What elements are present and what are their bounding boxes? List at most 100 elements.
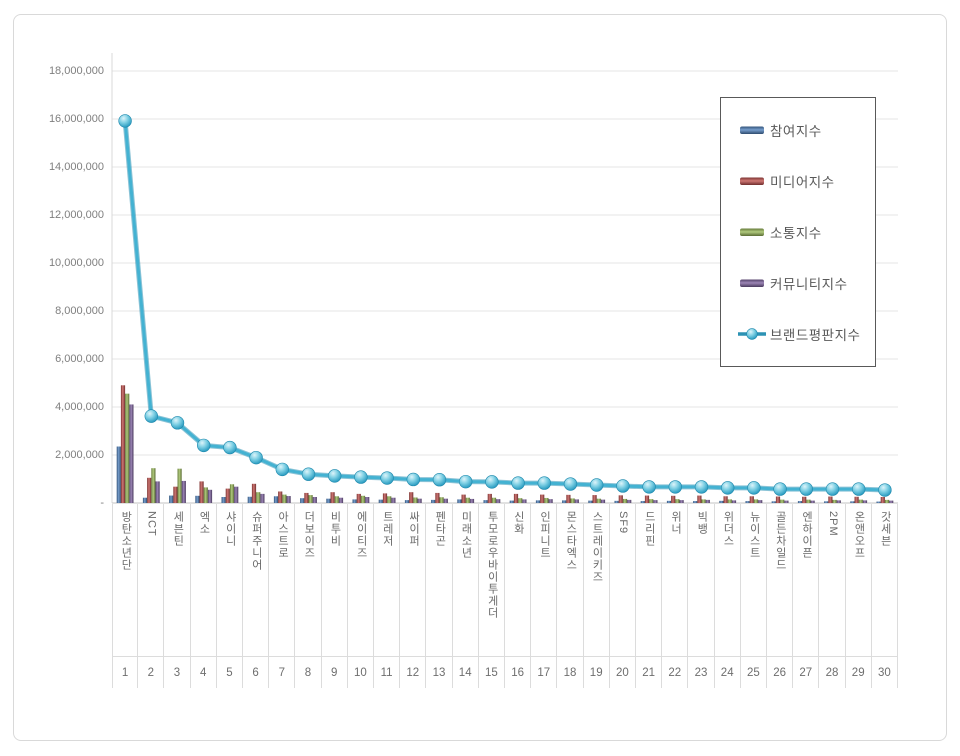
bar-participation: [562, 500, 567, 503]
y-tick-label: 14,000,000: [48, 161, 104, 173]
category-label-cell: 뉴이스트: [740, 504, 767, 657]
bar-community: [600, 499, 606, 503]
bar-participation: [614, 500, 619, 503]
brand-marker: [747, 481, 761, 495]
bar-community: [758, 500, 763, 503]
rank-label: 8: [295, 657, 322, 688]
bar-community: [731, 500, 737, 503]
category-label-cell: 비투비: [321, 504, 348, 657]
bar-communication: [151, 468, 156, 503]
category-label: 드리핀: [643, 511, 656, 547]
bar-media: [487, 493, 492, 503]
bar-participation: [247, 496, 252, 503]
category-label: 인피니트: [538, 511, 551, 559]
bar-communication: [727, 499, 732, 503]
bar-participation: [352, 499, 357, 503]
category-label-cell: 방탄소년단: [112, 504, 139, 657]
category-label: 몬스타엑스: [564, 511, 577, 571]
bar-media: [749, 496, 754, 503]
y-tick-label: 6,000,000: [55, 353, 104, 365]
rank-label: 21: [636, 657, 663, 688]
bar-participation: [195, 495, 200, 503]
legend-item-community: 커뮤니티지수: [737, 273, 875, 293]
bar-participation: [457, 499, 462, 503]
bar-media: [199, 481, 204, 503]
legend-label: 참여지수: [770, 123, 822, 139]
category-label: NCT: [145, 511, 158, 537]
legend-box: 참여지수 미디어지수 소통지수 커뮤니티지수 브랜드평판지수: [720, 97, 876, 367]
bar-communication: [884, 499, 890, 503]
bar-community: [181, 480, 186, 503]
brand-marker: [616, 479, 630, 493]
bar-participation: [640, 501, 645, 503]
category-label-cell: 펜타곤: [426, 504, 453, 657]
bar-participation: [169, 495, 174, 503]
legend-item-brand-reputation: 브랜드평판지수: [737, 324, 875, 344]
bar-media: [618, 495, 623, 503]
rank-label: 15: [479, 657, 505, 688]
bar-participation: [378, 499, 383, 503]
bar-community: [653, 500, 658, 503]
rank-label: 3: [164, 657, 191, 688]
y-tick-label: -: [100, 497, 104, 509]
brand-marker: [563, 477, 578, 491]
brand-marker: [878, 483, 892, 497]
bar-media: [644, 495, 650, 503]
category-label: 샤이니: [224, 511, 237, 547]
rank-label: 28: [819, 657, 846, 688]
bar-media: [566, 494, 571, 503]
category-label: 더보이즈: [302, 511, 315, 559]
legend-bar-swatch-icon: [740, 126, 764, 134]
bar-community: [548, 499, 553, 503]
category-label-cell: 인피니트: [531, 504, 558, 657]
bar-communication: [229, 484, 235, 503]
bar-community: [627, 499, 632, 503]
category-label: 골든차일드: [774, 511, 787, 571]
bar-media: [461, 494, 466, 503]
category-label-cell: 슈퍼주니어: [243, 504, 270, 657]
brand-marker: [118, 114, 132, 128]
bar-communication: [649, 499, 654, 503]
bar-media: [513, 493, 519, 503]
bar-participation: [273, 496, 279, 503]
bar-participation: [142, 497, 148, 503]
rank-label: 19: [584, 657, 610, 688]
brand-marker: [485, 475, 499, 489]
y-tick-label: 2,000,000: [55, 449, 104, 461]
category-label: 엔하이픈: [800, 511, 813, 559]
brand-marker: [144, 409, 159, 423]
bar-media: [147, 477, 152, 503]
category-label: 슈퍼주니어: [250, 511, 263, 571]
rank-label: 13: [426, 657, 453, 688]
rank-label: 22: [662, 657, 689, 688]
brand-marker: [328, 469, 342, 483]
bar-communication: [256, 492, 261, 503]
bar-community: [443, 498, 448, 503]
rank-label: 27: [793, 657, 820, 688]
brand-marker: [642, 480, 656, 494]
bar-media: [435, 492, 440, 503]
bar-community: [574, 499, 579, 503]
brand-marker: [537, 476, 551, 490]
bar-community: [522, 499, 527, 503]
category-label-cell: 엑소: [190, 504, 217, 657]
category-label: 2PM: [826, 511, 839, 537]
category-label-cell: 아스트로: [269, 504, 296, 657]
bar-media: [723, 496, 728, 503]
rank-label: 12: [400, 657, 427, 688]
bar-community: [836, 500, 841, 503]
bar-media: [173, 486, 178, 503]
bar-media: [278, 491, 283, 503]
brand-marker: [851, 482, 866, 496]
bar-communication: [360, 495, 366, 503]
bar-community: [312, 497, 317, 503]
bar-media: [592, 495, 597, 503]
bar-participation: [876, 501, 881, 503]
bar-media: [225, 488, 230, 503]
bar-community: [129, 404, 134, 503]
rank-label: 9: [322, 657, 348, 688]
bar-communication: [780, 499, 785, 503]
legend-label: 소통지수: [770, 225, 822, 241]
rank-label: 4: [191, 657, 217, 688]
